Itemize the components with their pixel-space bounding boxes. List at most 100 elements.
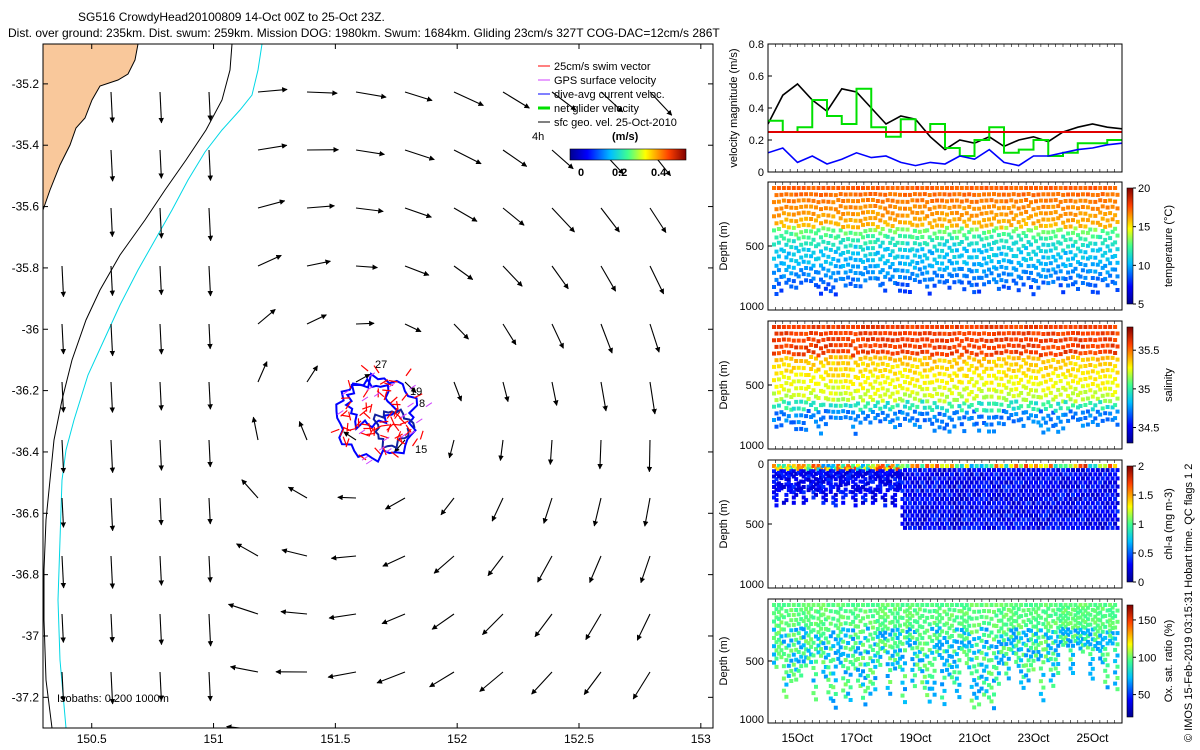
geo-velocity-arrow (433, 555, 455, 574)
section-data-point (1110, 267, 1115, 272)
section-data-point (1076, 233, 1080, 238)
section-data-point (989, 271, 994, 276)
section-data-point (819, 476, 823, 481)
section-data-point (1103, 361, 1108, 366)
section-data-point (836, 488, 841, 493)
section-data-point (799, 607, 804, 612)
section-data-point (791, 485, 796, 489)
section-data-point (937, 525, 942, 530)
geo-velocity-arrow (60, 265, 67, 298)
section-data-point (856, 474, 860, 479)
section-data-point (905, 464, 910, 468)
section-data-point (989, 472, 994, 477)
section-data-point (870, 648, 875, 652)
section-data-point (974, 505, 979, 510)
section-data-point (962, 287, 967, 292)
section-data-point (984, 352, 989, 357)
section-data-point (920, 521, 925, 526)
section-data-point (925, 667, 930, 672)
section-data-point (1058, 338, 1063, 343)
section-data-point (912, 228, 917, 233)
section-data-point (1068, 488, 1073, 493)
section-data-point (853, 641, 858, 646)
section-data-point (979, 497, 984, 501)
section-data-point (989, 480, 994, 485)
section-data-point (1103, 398, 1108, 403)
section-data-point (1100, 509, 1105, 514)
section-data-point (927, 277, 932, 282)
section-data-point (1001, 383, 1006, 388)
section-data-point (890, 485, 895, 489)
section-data-point (996, 331, 1001, 336)
section-data-point (967, 280, 972, 285)
section-data-point (989, 513, 994, 518)
colorbar-tick-label: 0 (1138, 577, 1144, 589)
section-data-point (851, 611, 856, 616)
geo-velocity-arrow (280, 609, 308, 615)
section-data-point (1038, 497, 1043, 501)
section-data-point (823, 383, 828, 388)
section-data-point (1006, 656, 1011, 661)
section-data-point (1078, 325, 1083, 329)
section-data-point (964, 211, 969, 216)
section-data-point (774, 411, 779, 416)
section-data-point (977, 689, 982, 694)
section-data-point (905, 488, 910, 493)
section-data-point (959, 488, 964, 493)
section-data-point (1066, 368, 1071, 373)
section-data-point (915, 603, 920, 607)
section-data-point (942, 517, 947, 522)
section-data-point (853, 466, 858, 471)
section-data-point (843, 218, 848, 223)
section-data-point (957, 682, 962, 687)
section-data-point (814, 192, 818, 197)
section-data-point (789, 284, 794, 289)
section-data-point (1083, 263, 1088, 268)
section-data-point (809, 217, 814, 221)
section-data-point (893, 281, 898, 285)
map-xtick-label: 150.5 (77, 732, 107, 746)
section-data-point (885, 638, 890, 643)
section-data-point (922, 405, 927, 410)
section-data-point (1001, 653, 1006, 658)
section-data-point (838, 367, 843, 372)
section-data-point (942, 204, 947, 209)
colorbar-tick-label: 5 (1138, 299, 1144, 311)
section-data-point (1019, 497, 1024, 501)
section-data-point (821, 479, 826, 484)
section-data-point (861, 464, 865, 468)
section-data-point (920, 505, 925, 510)
section-data-point (779, 476, 784, 481)
section-data-point (959, 603, 964, 607)
section-data-point (796, 261, 801, 266)
section-data-point (992, 332, 996, 336)
section-data-point (979, 603, 984, 607)
section-data-point (935, 405, 940, 410)
section-data-point (806, 325, 811, 329)
section-data-point (915, 628, 920, 633)
section-data-point (1078, 472, 1083, 477)
section-data-point (784, 477, 789, 482)
section-data-point (828, 476, 833, 481)
section-data-point (1113, 416, 1118, 421)
section-data-point (1011, 517, 1016, 522)
section-data-point (930, 277, 935, 282)
section-data-point (888, 668, 893, 673)
section-data-point (861, 198, 865, 203)
section-data-point (1011, 381, 1016, 386)
section-data-point (1108, 337, 1113, 342)
section-data-point (1029, 375, 1033, 380)
section-data-point (920, 387, 925, 392)
section-data-point (843, 403, 848, 408)
section-data-point (841, 186, 846, 190)
section-data-point (1034, 186, 1038, 190)
section-data-point (789, 638, 794, 643)
section-data-point (878, 192, 883, 197)
section-data-point (1066, 205, 1071, 210)
section-data-point (1048, 261, 1053, 266)
section-data-point (1068, 521, 1073, 526)
section-data-point (947, 517, 952, 522)
section-data-point (851, 662, 856, 667)
section-data-point (1036, 650, 1041, 654)
